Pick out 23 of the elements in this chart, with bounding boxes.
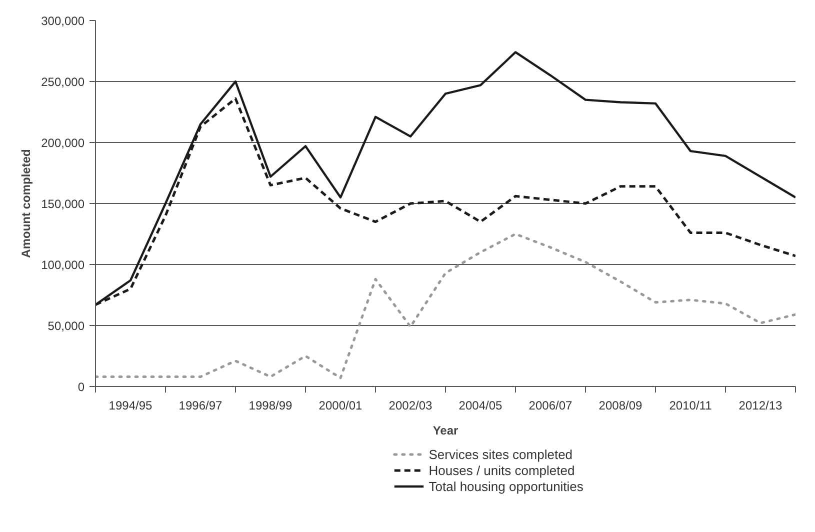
x-tick-label: 1994/95: [108, 398, 153, 412]
legend-label: Services sites completed: [428, 447, 573, 462]
x-axis-title: Year: [432, 424, 459, 438]
x-tick-label: 2006/07: [528, 398, 573, 412]
y-tick-label: 150,000: [41, 197, 85, 211]
y-tick-label: 250,000: [41, 75, 85, 89]
x-tick-label: 2008/09: [598, 398, 643, 412]
y-tick-label: 50,000: [48, 319, 85, 333]
x-tick-label: 1998/99: [248, 398, 293, 412]
x-tick-label: 1996/97: [178, 398, 223, 412]
y-tick-label: 0: [78, 380, 85, 394]
line-series: [96, 232, 796, 380]
x-tick-label: 2002/03: [388, 398, 433, 412]
y-axis-title: Amount completed: [19, 149, 34, 258]
y-tick-label: 200,000: [41, 136, 85, 150]
x-tick-label: 2000/01: [318, 398, 363, 412]
x-tick-label: 2010/11: [669, 398, 712, 412]
x-tick-label: 2012/13: [738, 398, 783, 412]
y-tick-label: 300,000: [41, 14, 85, 28]
y-tick-label: 100,000: [41, 258, 85, 272]
legend-label: Houses / units completed: [428, 463, 575, 478]
x-tick-label: 2004/05: [458, 398, 503, 412]
legend-label: Total housing opportunities: [428, 479, 584, 494]
